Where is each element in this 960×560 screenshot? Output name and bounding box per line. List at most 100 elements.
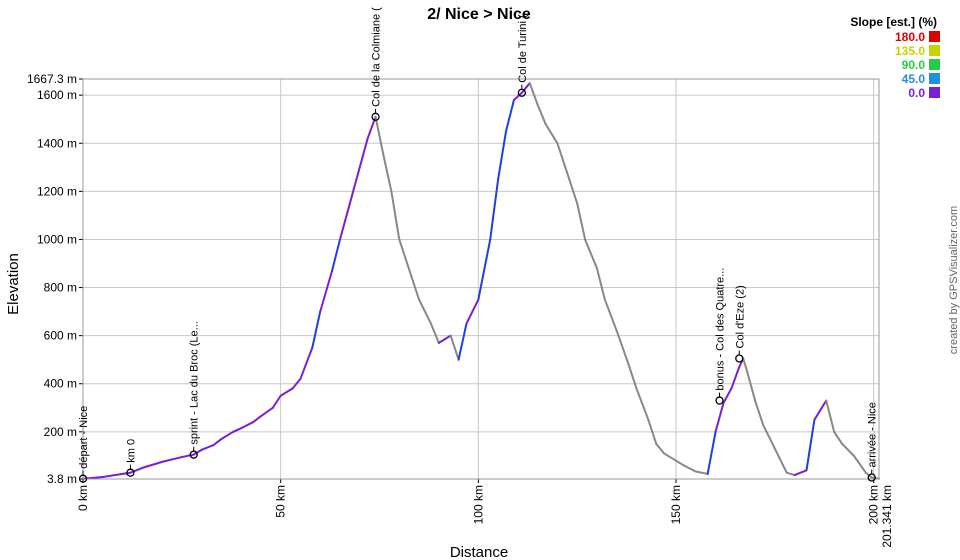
profile-segment <box>627 363 638 390</box>
profile-segment <box>813 399 828 421</box>
x-end-label: 201.341 km <box>880 485 894 548</box>
x-tick-label: 0 km <box>76 485 90 511</box>
profile-segment <box>595 267 606 301</box>
profile-segment <box>675 459 685 467</box>
profile-segment <box>338 195 353 241</box>
profile-segment <box>358 137 369 169</box>
profile-segment <box>299 346 314 380</box>
waypoint-marker <box>517 88 526 97</box>
profile-segment <box>528 82 539 106</box>
waypoints: départ - Nice km 0 sprint - Lac du Broc (L… <box>78 7 879 483</box>
profile-segment <box>635 387 650 421</box>
profile-segment <box>505 98 515 133</box>
x-tick-label: 200 km <box>867 485 881 524</box>
x-axis-label: Distance <box>450 544 508 560</box>
profile-segment <box>192 448 203 456</box>
legend-value: 180.0 <box>895 30 925 44</box>
y-tick-label: 200 m <box>44 425 77 439</box>
profile-segment <box>785 471 796 477</box>
profile-segment <box>805 418 816 472</box>
profile-segment <box>101 472 124 479</box>
waypoint-label: sprint - Lac du Broc (Le... <box>189 321 201 445</box>
axes: 3.8 m 200 m 400 m 600 m 800 m 1000 m 1200 m 140… <box>27 72 894 548</box>
profile-segment <box>773 447 788 474</box>
profile-segment <box>437 334 452 344</box>
profile-segment <box>722 387 733 404</box>
waypoint-marker <box>189 450 198 459</box>
profile-segment <box>390 190 401 241</box>
x-tick-label: 100 km <box>471 485 485 524</box>
profile-segment <box>279 387 294 397</box>
profile-segment <box>410 274 421 301</box>
legend-swatch <box>929 59 940 70</box>
profile-segment <box>477 238 492 301</box>
x-tick-label: 150 km <box>669 485 683 524</box>
plot-frame <box>82 78 880 480</box>
legend-swatch <box>929 45 940 56</box>
y-tick-label: 1600 m <box>37 88 77 102</box>
waypoint-marker <box>715 396 724 405</box>
profile-segment <box>852 454 867 474</box>
waypoint-label: km 0 <box>125 439 137 463</box>
waypoint-marker <box>867 473 876 482</box>
profile-segment <box>714 401 725 433</box>
profile-segment <box>655 442 666 455</box>
y-tick-label: 1400 m <box>37 136 77 150</box>
profile-segment <box>706 430 717 475</box>
credit-text: created by GPSVisualizer.com <box>948 206 960 354</box>
y-axis-label: Elevation <box>5 253 22 315</box>
profile-segment <box>746 370 757 402</box>
profile-segment <box>615 329 630 366</box>
profile-segment <box>291 377 302 390</box>
profile-segment <box>141 460 164 469</box>
profile-segment <box>603 298 618 332</box>
profile-segment <box>465 298 480 325</box>
profile-segment <box>180 453 195 459</box>
profile-segment <box>350 166 361 198</box>
profile-segment <box>200 444 215 451</box>
waypoint-label: Col de la Colmiane ( <box>371 7 383 107</box>
legend-swatch <box>929 31 940 42</box>
profile-segment <box>754 399 765 426</box>
profile-segment <box>161 456 183 463</box>
waypoint-label: bonus - Col des Quatre... <box>715 268 727 391</box>
waypoint-label: départ - Nice <box>78 406 90 469</box>
y-tick-label: 1000 m <box>37 232 77 246</box>
y-tick-label: 3.8 m <box>47 472 77 486</box>
profile-segment <box>398 238 413 277</box>
profile-segment <box>212 438 223 447</box>
profile-segment <box>259 406 274 418</box>
waypoint-marker <box>371 112 380 121</box>
legend-value: 135.0 <box>895 44 925 58</box>
profile-segment <box>544 123 559 145</box>
waypoint-label: Col d'Eze (2) <box>734 285 746 348</box>
profile-segment <box>311 310 322 349</box>
profile-segment <box>319 269 334 313</box>
profile-segment <box>489 178 500 241</box>
waypoint-marker <box>735 354 744 363</box>
profile-segment <box>382 154 393 193</box>
y-tick-label: 400 m <box>44 377 77 391</box>
profile-segment <box>564 166 579 205</box>
profile-segment <box>663 452 678 462</box>
waypoint-label: Col de Turini ( <box>517 14 529 83</box>
profile-segment <box>220 430 235 441</box>
profile-segment <box>793 469 808 477</box>
legend-title: Slope [est.] (%) <box>850 15 937 29</box>
legend-swatch <box>929 87 940 98</box>
profile-segment <box>825 399 836 433</box>
profile-segment <box>252 415 262 424</box>
profile-segment <box>457 322 468 361</box>
profile-segment <box>374 115 385 157</box>
profile-segment <box>512 91 523 101</box>
profile-segment <box>730 365 741 390</box>
profile-segment <box>742 357 749 373</box>
profile-segment <box>429 322 440 344</box>
plot-area <box>82 82 880 480</box>
profile-segment <box>556 142 567 169</box>
profile-segment <box>576 202 587 241</box>
profile-segment <box>536 103 547 126</box>
legend-swatch <box>929 73 940 84</box>
